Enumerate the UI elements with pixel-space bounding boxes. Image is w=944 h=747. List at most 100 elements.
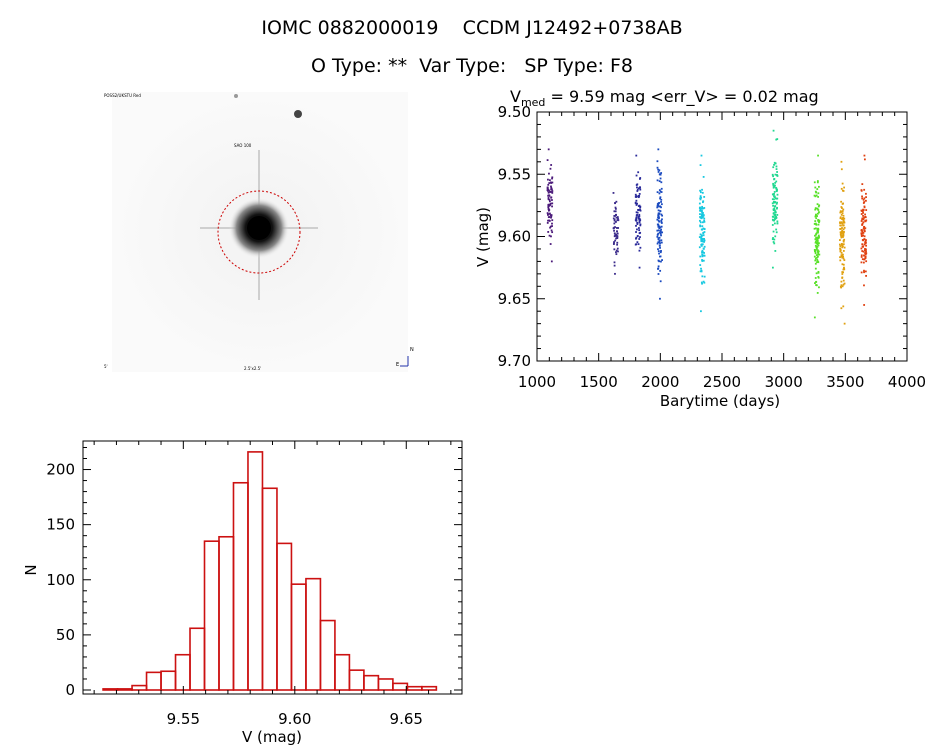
lc-point: [863, 188, 866, 191]
lc-point: [815, 237, 818, 240]
lc-point: [863, 229, 866, 232]
lc-xtick-label: 4000: [888, 373, 926, 391]
lc-xtick-label: 3500: [826, 373, 864, 391]
lc-point: [550, 196, 553, 199]
lc-point: [703, 252, 705, 254]
lc-point: [700, 196, 703, 199]
lc-point: [657, 268, 659, 270]
lc-point: [634, 243, 637, 246]
lc-point: [702, 227, 705, 230]
lc-point: [843, 231, 845, 233]
lc-point: [637, 215, 640, 218]
lc-point: [613, 232, 616, 235]
lc-point: [615, 251, 617, 254]
lc-point: [613, 264, 616, 267]
lc-point: [615, 253, 618, 256]
lc-point: [862, 250, 865, 253]
light-curve-xlabel: Barytime (days): [660, 392, 780, 410]
lc-point: [861, 258, 864, 261]
lc-point: [548, 219, 551, 222]
lc-point: [839, 259, 842, 262]
lc-point: [863, 197, 866, 200]
lc-point: [860, 254, 863, 257]
lc-point: [813, 316, 816, 319]
lc-point: [818, 242, 820, 245]
field-star: [294, 110, 302, 118]
lc-point: [637, 243, 640, 246]
lc-point: [864, 213, 866, 216]
lc-point: [841, 212, 844, 215]
lc-point: [861, 222, 864, 225]
lc-point: [660, 187, 663, 190]
lc-point: [815, 284, 817, 286]
light-curve-chart: 1000 1500 2000 2500 3000 3500 4000 9.50 9.55 9.60…: [474, 103, 926, 410]
lc-point: [816, 261, 818, 264]
lc-point: [657, 214, 660, 217]
lc-point: [864, 247, 866, 250]
lc-point: [839, 227, 842, 230]
lc-point: [843, 238, 846, 241]
histogram-bar: [363, 674, 380, 691]
lc-point: [658, 252, 660, 255]
lc-point: [657, 219, 660, 222]
lc-point: [840, 231, 843, 233]
lc-point: [549, 243, 552, 245]
histogram-bar: [305, 577, 322, 691]
lc-point: [702, 176, 705, 178]
lc-point: [639, 178, 641, 180]
lc-point: [639, 208, 641, 211]
lc-point: [773, 195, 776, 198]
lc-point: [703, 217, 706, 220]
lc-point: [863, 206, 866, 209]
lc-point: [860, 189, 863, 191]
lc-point: [616, 243, 619, 246]
lc-point: [660, 181, 663, 184]
lc-point: [658, 225, 661, 228]
lc-point: [635, 154, 638, 157]
lc-point: [660, 228, 662, 231]
lc-point: [659, 197, 661, 200]
lc-point: [549, 167, 552, 170]
lc-point: [616, 247, 619, 250]
histogram-bar: [160, 670, 177, 691]
lc-point: [635, 231, 637, 233]
lc-point: [660, 222, 663, 224]
lc-point: [634, 195, 637, 198]
lc-point: [816, 207, 819, 210]
lc-point: [701, 259, 703, 261]
lc-point: [771, 218, 774, 221]
histogram-bar: [261, 487, 278, 691]
lc-point: [658, 239, 661, 242]
lc-point: [657, 224, 660, 227]
lc-point: [840, 187, 843, 190]
lc-ytick-label: 9.55: [498, 165, 531, 183]
lc-point: [699, 270, 702, 273]
lc-point: [816, 229, 819, 232]
lc-point: [843, 282, 846, 285]
lc-point: [774, 250, 777, 252]
lc-point: [616, 216, 619, 218]
lc-point: [842, 228, 845, 231]
lc-point: [617, 250, 619, 253]
field-size-label: 2.5'x2.5': [244, 366, 261, 371]
lc-point: [613, 229, 615, 232]
lc-point: [771, 202, 774, 205]
lc-point: [843, 322, 846, 325]
lc-point: [839, 224, 842, 227]
lc-point: [658, 244, 661, 247]
histogram-bars: [102, 451, 438, 691]
lc-point: [815, 240, 817, 243]
lc-point: [841, 222, 844, 225]
lc-point: [773, 214, 776, 216]
lc-xtick-label: 1000: [518, 373, 556, 391]
lc-point: [551, 181, 554, 184]
lc-point: [817, 230, 819, 232]
lc-point: [657, 265, 660, 268]
lc-point: [815, 222, 817, 225]
lc-point: [614, 220, 617, 223]
histogram-bar: [174, 653, 191, 691]
lc-point: [657, 225, 660, 228]
lc-point: [862, 239, 865, 242]
lc-ytick-label: 9.60: [498, 228, 531, 246]
lc-point: [816, 259, 819, 261]
